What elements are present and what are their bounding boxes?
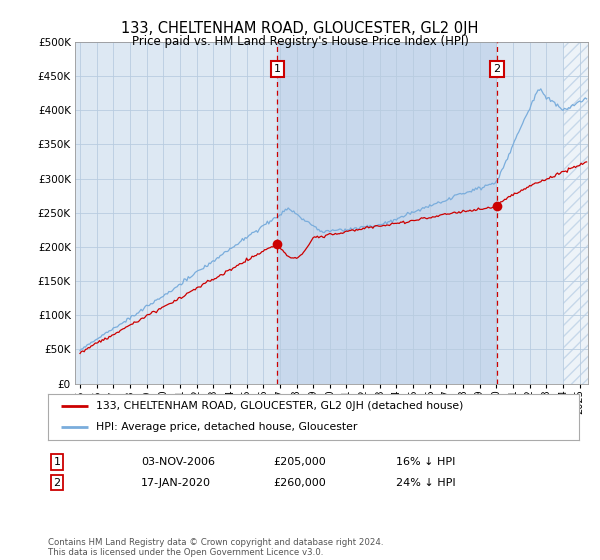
- Text: 133, CHELTENHAM ROAD, GLOUCESTER, GL2 0JH: 133, CHELTENHAM ROAD, GLOUCESTER, GL2 0J…: [121, 21, 479, 36]
- Text: 1: 1: [274, 64, 281, 74]
- Text: 2: 2: [493, 64, 500, 74]
- Bar: [277, 42, 497, 384]
- Text: 03-NOV-2006: 03-NOV-2006: [141, 457, 215, 467]
- Text: 16% ↓ HPI: 16% ↓ HPI: [396, 457, 455, 467]
- Bar: [563, 42, 588, 384]
- Bar: [563, 42, 588, 384]
- Text: Contains HM Land Registry data © Crown copyright and database right 2024.
This d: Contains HM Land Registry data © Crown c…: [48, 538, 383, 557]
- Text: £260,000: £260,000: [273, 478, 326, 488]
- Text: 17-JAN-2020: 17-JAN-2020: [141, 478, 211, 488]
- Text: 24% ↓ HPI: 24% ↓ HPI: [396, 478, 455, 488]
- Text: HPI: Average price, detached house, Gloucester: HPI: Average price, detached house, Glou…: [96, 422, 357, 432]
- Text: Price paid vs. HM Land Registry's House Price Index (HPI): Price paid vs. HM Land Registry's House …: [131, 35, 469, 48]
- Text: 133, CHELTENHAM ROAD, GLOUCESTER, GL2 0JH (detached house): 133, CHELTENHAM ROAD, GLOUCESTER, GL2 0J…: [96, 401, 463, 411]
- Text: £205,000: £205,000: [273, 457, 326, 467]
- Text: 1: 1: [53, 457, 61, 467]
- Bar: [563, 42, 588, 384]
- Text: 2: 2: [53, 478, 61, 488]
